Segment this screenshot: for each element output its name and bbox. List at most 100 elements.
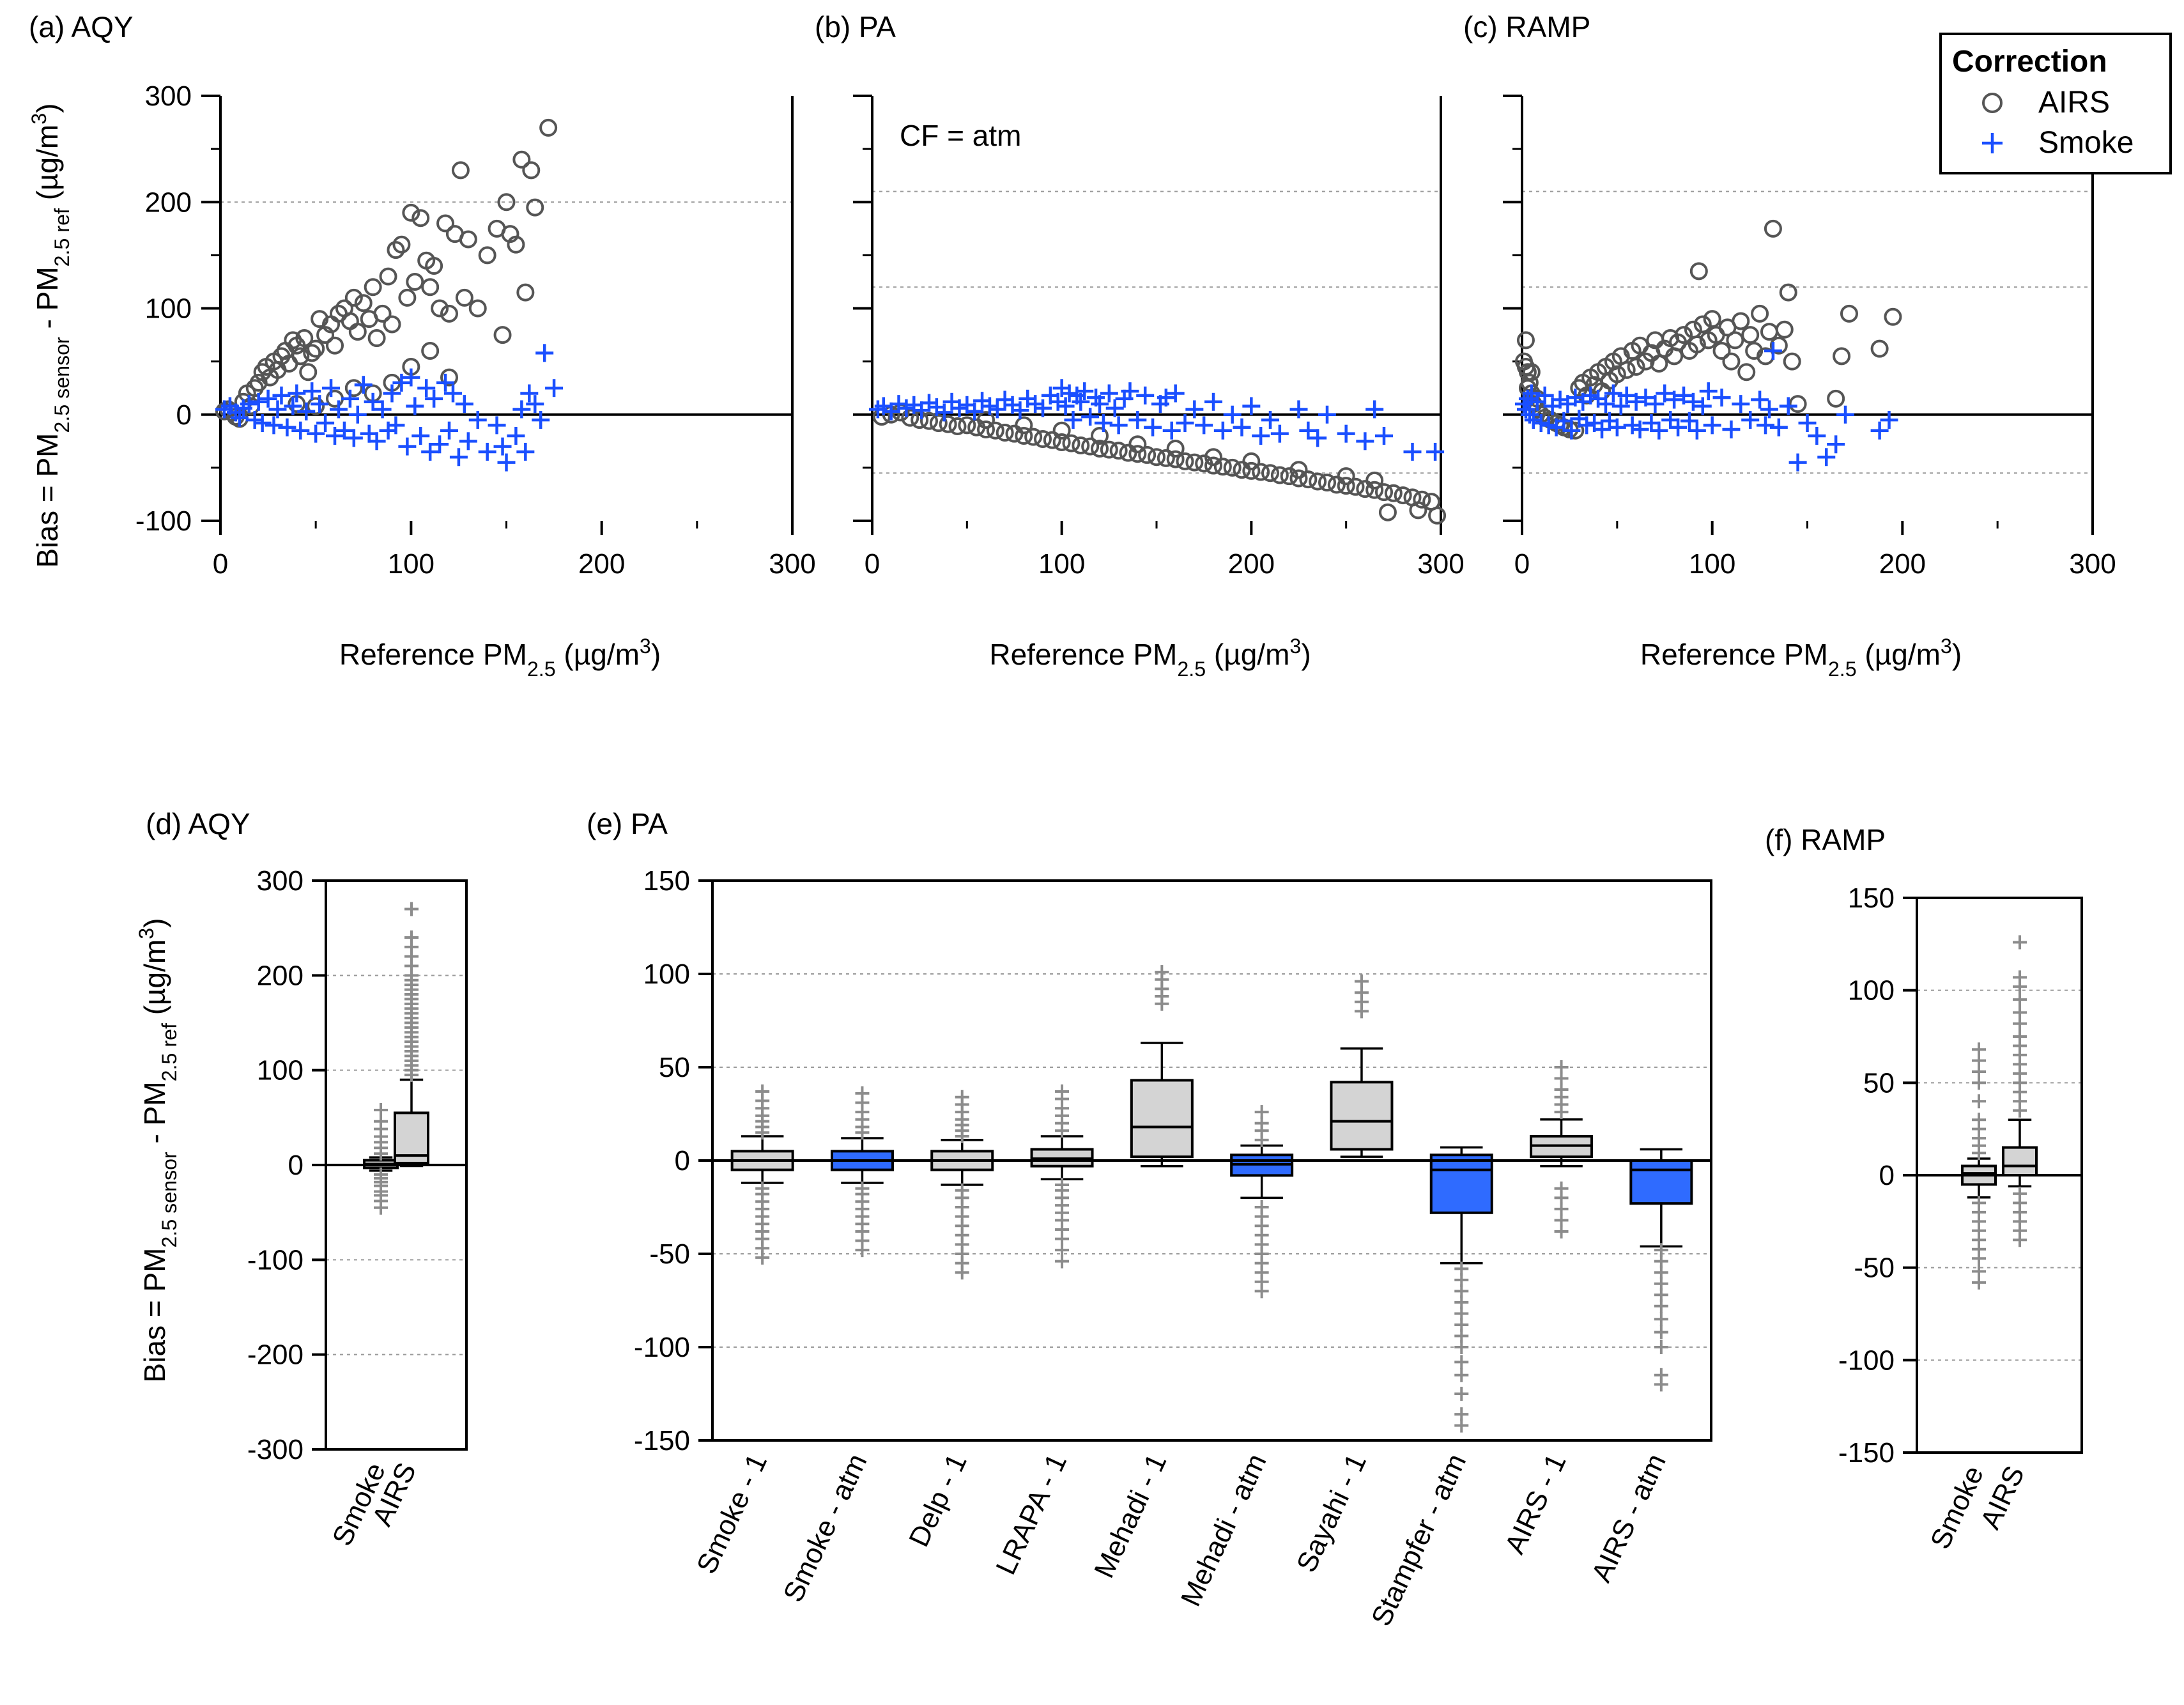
airs-point	[1072, 436, 1090, 454]
airs-point	[1270, 466, 1289, 484]
airs-point	[977, 420, 995, 439]
airs-point	[1870, 339, 1889, 358]
airs-point	[1128, 435, 1147, 454]
airs-point	[1052, 433, 1071, 451]
airs-point	[1384, 484, 1403, 502]
box-smoke	[363, 1102, 399, 1215]
airs-point	[493, 326, 512, 344]
airs-point	[295, 329, 314, 348]
panel-title-c: (c) RAMP	[1463, 10, 1590, 43]
airs-point	[1138, 445, 1157, 464]
airs-point	[1413, 490, 1431, 509]
x-axis-title: Reference PM2.5 (µg/m3)	[989, 635, 1311, 681]
airs-point	[299, 363, 318, 382]
airs-point	[1015, 416, 1033, 435]
airs-point	[1741, 326, 1760, 344]
box-stampfer-atm	[1429, 1146, 1493, 1433]
box-smoke-1	[730, 1084, 794, 1265]
airs-point	[307, 339, 325, 358]
legend: Correction AIRS Smoke	[1939, 33, 2172, 174]
airs-point	[1675, 326, 1693, 344]
airs-point	[440, 304, 458, 323]
airs-point	[1242, 452, 1261, 470]
airs-point	[1833, 347, 1851, 366]
airs-point	[367, 329, 386, 348]
airs-point	[1608, 365, 1626, 383]
y-tick-label: 50	[659, 1052, 690, 1083]
airs-point	[1840, 304, 1858, 323]
airs-point	[1783, 352, 1801, 371]
airs-point	[398, 288, 417, 307]
airs-point	[1289, 469, 1308, 488]
y-axis-title-top: Bias = PM2.5 sensor - PM2.5 ref (µg/m3)	[27, 104, 73, 568]
airs-point	[1299, 470, 1318, 489]
airs-point	[1166, 439, 1185, 458]
airs-point	[1261, 464, 1279, 482]
airs-point	[948, 417, 967, 436]
airs-point	[406, 272, 424, 291]
panel-b: (b) PA 0 100 200 300 CF = atm	[815, 10, 1465, 580]
airs-point	[1516, 331, 1535, 350]
airs-point	[1052, 421, 1071, 440]
airs-point	[1737, 363, 1756, 382]
legend-frame	[1939, 33, 2172, 174]
airs-point	[1394, 486, 1412, 505]
iqr-box	[1629, 1159, 1693, 1205]
series-airs	[872, 403, 1447, 525]
y-tick-label: -200	[247, 1339, 304, 1371]
airs-point	[1428, 506, 1447, 525]
panel-a: (a) AQY -100 0 100 200 300 0 100 200 300	[29, 10, 816, 580]
airs-point	[1688, 336, 1706, 354]
category-label: AIRS - 1	[1499, 1449, 1573, 1559]
circle-icon	[1982, 93, 2003, 113]
y-tick-label: -150	[1838, 1437, 1895, 1469]
y-tick-label: -100	[1838, 1345, 1895, 1376]
category-label: Smoke	[1925, 1462, 1990, 1554]
airs-point	[354, 294, 373, 312]
box-airs-1	[1530, 1060, 1594, 1238]
category-label: Smoke - atm	[778, 1449, 873, 1607]
panel-c: (c) RAMP 0 100 200 300	[1463, 10, 2116, 580]
x-tick-label: 100	[1689, 548, 1735, 580]
airs-point	[468, 299, 487, 318]
airs-point	[986, 421, 1004, 440]
y-tick-label: 150	[643, 865, 690, 897]
y-tick-label: 100	[257, 1055, 304, 1086]
box-sayahi-1	[1330, 974, 1394, 1158]
airs-point	[307, 397, 325, 415]
airs-point	[512, 150, 531, 169]
airs-point	[958, 416, 976, 435]
panel-title-d: (d) AQY	[146, 807, 250, 840]
airs-point	[1176, 452, 1194, 470]
airs-point	[1751, 304, 1769, 323]
series-smoke	[1514, 342, 1898, 472]
y-tick-label: 50	[1863, 1067, 1895, 1099]
airs-point	[425, 257, 443, 275]
airs-point	[379, 267, 397, 286]
airs-point	[1015, 427, 1033, 445]
airs-point	[977, 411, 995, 429]
y-tick-label: -300	[247, 1434, 304, 1465]
airs-point	[1204, 456, 1222, 475]
legend-label-smoke: Smoke	[2038, 126, 2134, 160]
y-tick-label: 100	[643, 959, 690, 990]
airs-point	[1128, 445, 1147, 463]
category-label: Sayahi - 1	[1291, 1449, 1373, 1577]
airs-point	[1223, 458, 1242, 477]
airs-point	[1213, 458, 1232, 476]
airs-point	[1185, 453, 1204, 472]
airs-point	[1109, 442, 1128, 460]
y-tick-label: -100	[634, 1332, 690, 1363]
airs-point	[431, 299, 449, 318]
airs-point	[1722, 352, 1741, 371]
y-tick-label: 0	[176, 399, 192, 431]
airs-point	[455, 288, 473, 307]
box-mehadi-atm	[1230, 1105, 1294, 1299]
airs-point	[1242, 461, 1261, 480]
airs-point	[996, 424, 1014, 442]
x-tick-label: 0	[213, 548, 228, 580]
iqr-box	[1330, 1081, 1394, 1151]
airs-point	[1337, 467, 1355, 486]
airs-point	[1166, 450, 1185, 468]
